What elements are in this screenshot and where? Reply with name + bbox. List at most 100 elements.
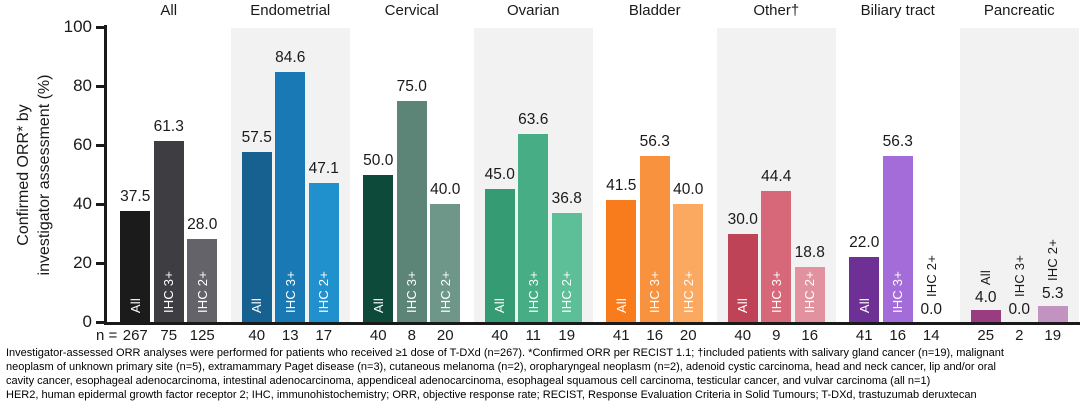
footnote-line-3: cavity cancer, esophageal adenocarcinoma…: [6, 375, 931, 387]
n-value: 8: [407, 327, 416, 344]
n-value: 16: [646, 327, 664, 344]
bar-value-label: 61.3: [153, 118, 184, 136]
orr-bar: IHC 3+: [518, 134, 549, 322]
y-tick-label: 0: [82, 312, 92, 331]
bar-value-label: 4.0: [974, 289, 997, 307]
y-tick-label: 60: [73, 135, 92, 154]
bar-value-label: 22.0: [849, 234, 880, 252]
footnote-line-4: HER2, human epidermal growth factor rece…: [6, 389, 977, 401]
orr-bar: IHC 2+: [673, 204, 704, 322]
n-value: 40: [369, 327, 387, 344]
bar-value-label: 0.0: [1008, 301, 1031, 318]
group-title: Pancreatic: [983, 2, 1055, 19]
y-tick-label: 20: [73, 253, 92, 272]
n-value: 19: [558, 327, 576, 344]
bar-value-label: 84.6: [275, 49, 306, 67]
orr-bar: IHC 3+: [639, 155, 670, 322]
footnote-line-2: neoplasm of unknown primary site (n=5), …: [6, 361, 996, 373]
bar-value-label: 36.8: [551, 190, 582, 208]
n-value: 75: [160, 327, 178, 344]
bar-series-label: IHC 3+: [768, 270, 784, 313]
bar-series-label: IHC 3+: [161, 270, 177, 313]
bar-value-label: 63.6: [518, 111, 549, 129]
bar-value-label: 0.0: [920, 301, 943, 318]
orr-bar: IHC 2+: [794, 266, 825, 322]
n-value: 13: [281, 327, 299, 344]
y-tick-label: 80: [73, 76, 92, 95]
bar-series-label: IHC 3+: [525, 270, 541, 313]
n-value: 267: [122, 327, 148, 344]
bar-value-label: 5.3: [1041, 285, 1064, 303]
bar-series-label: All: [978, 270, 994, 286]
n-value: 40: [734, 327, 752, 344]
n-value: 14: [922, 327, 940, 344]
bar-value-label: 37.5: [120, 188, 151, 206]
group-title: Bladder: [628, 2, 681, 19]
n-value: 2: [1015, 327, 1024, 344]
group-title: Ovarian: [506, 2, 560, 19]
bar-value-label: 18.8: [794, 243, 825, 261]
bar-series-label: IHC 2+: [559, 270, 575, 313]
n-value: 9: [772, 327, 781, 344]
orr-bar: IHC 2+: [187, 239, 218, 322]
bar-series-label: IHC 3+: [890, 270, 906, 313]
bar-value-label: 41.5: [606, 176, 637, 194]
bar-outside-labels: IHC 3+ 0.0: [992, 255, 1046, 320]
bar-series-label: IHC 3+: [282, 270, 298, 313]
orr-bar: All: [606, 199, 637, 322]
bar-value-label: 50.0: [363, 151, 394, 169]
bar-value-label: 44.4: [761, 168, 792, 186]
n-row-prefix: n =: [96, 327, 118, 344]
bar-series-label: IHC 3+: [1011, 254, 1027, 297]
bar-value-label: 56.3: [882, 132, 913, 150]
orr-bar: IHC 3+: [882, 155, 913, 322]
n-value: 20: [679, 327, 697, 344]
bar-value-label: 75.0: [396, 77, 427, 95]
n-value: 40: [491, 327, 509, 344]
bar-value-label: 30.0: [727, 210, 758, 228]
orr-bar: All: [363, 174, 394, 322]
orr-bar: IHC 2+: [430, 204, 461, 322]
n-value: 40: [248, 327, 266, 344]
n-value: 20: [436, 327, 454, 344]
orr-bar: All: [849, 257, 880, 322]
bar-series-label: IHC 2+: [194, 270, 210, 313]
n-value: 16: [801, 327, 819, 344]
orr-bar: All: [120, 211, 151, 322]
n-value: 16: [889, 327, 907, 344]
n-value: 25: [977, 327, 995, 344]
bar-value-label: 56.3: [639, 132, 670, 150]
n-value: 125: [189, 327, 215, 344]
n-value: 17: [315, 327, 333, 344]
x-axis-line: [104, 322, 1080, 325]
y-tick-mark: [96, 85, 104, 88]
orr-bar: IHC 3+: [275, 72, 306, 322]
group-title: Biliary tract: [860, 2, 935, 19]
orr-bar: All: [241, 152, 272, 322]
orr-bar: All: [484, 189, 515, 322]
y-tick-mark: [96, 262, 104, 265]
y-tick-mark: [96, 203, 104, 206]
bar-series-label: IHC 2+: [680, 270, 696, 313]
bar-series-label: IHC 2+: [316, 270, 332, 313]
orr-bar: IHC 2+: [308, 183, 339, 322]
bar-series-label: All: [492, 297, 508, 313]
group-title: All: [160, 2, 178, 19]
bar-series-label: All: [370, 297, 386, 313]
y-tick-label: 100: [63, 17, 92, 36]
y-tick-mark: [96, 26, 104, 29]
y-axis-line: [104, 25, 107, 325]
bar-series-label: All: [127, 297, 143, 313]
bar-series-label: IHC 2+: [1045, 239, 1061, 282]
orr-bar: [1037, 306, 1068, 322]
bar-series-label: IHC 3+: [404, 270, 420, 313]
n-value: 41: [855, 327, 873, 344]
group-title: Endometrial: [250, 2, 331, 19]
bar-value-label: 40.0: [673, 181, 704, 198]
n-value: 41: [612, 327, 630, 344]
orr-bar: IHC 3+: [153, 141, 184, 322]
plot-area: 0 20 40 60 80 100 All All 37.5 267 IHC 3+ 61.3 75 IHC…: [63, 2, 1080, 344]
bar-outside-labels: IHC 2+ 0.0: [904, 255, 958, 320]
bar-series-label: All: [856, 297, 872, 313]
bar-series-label: All: [735, 297, 751, 313]
